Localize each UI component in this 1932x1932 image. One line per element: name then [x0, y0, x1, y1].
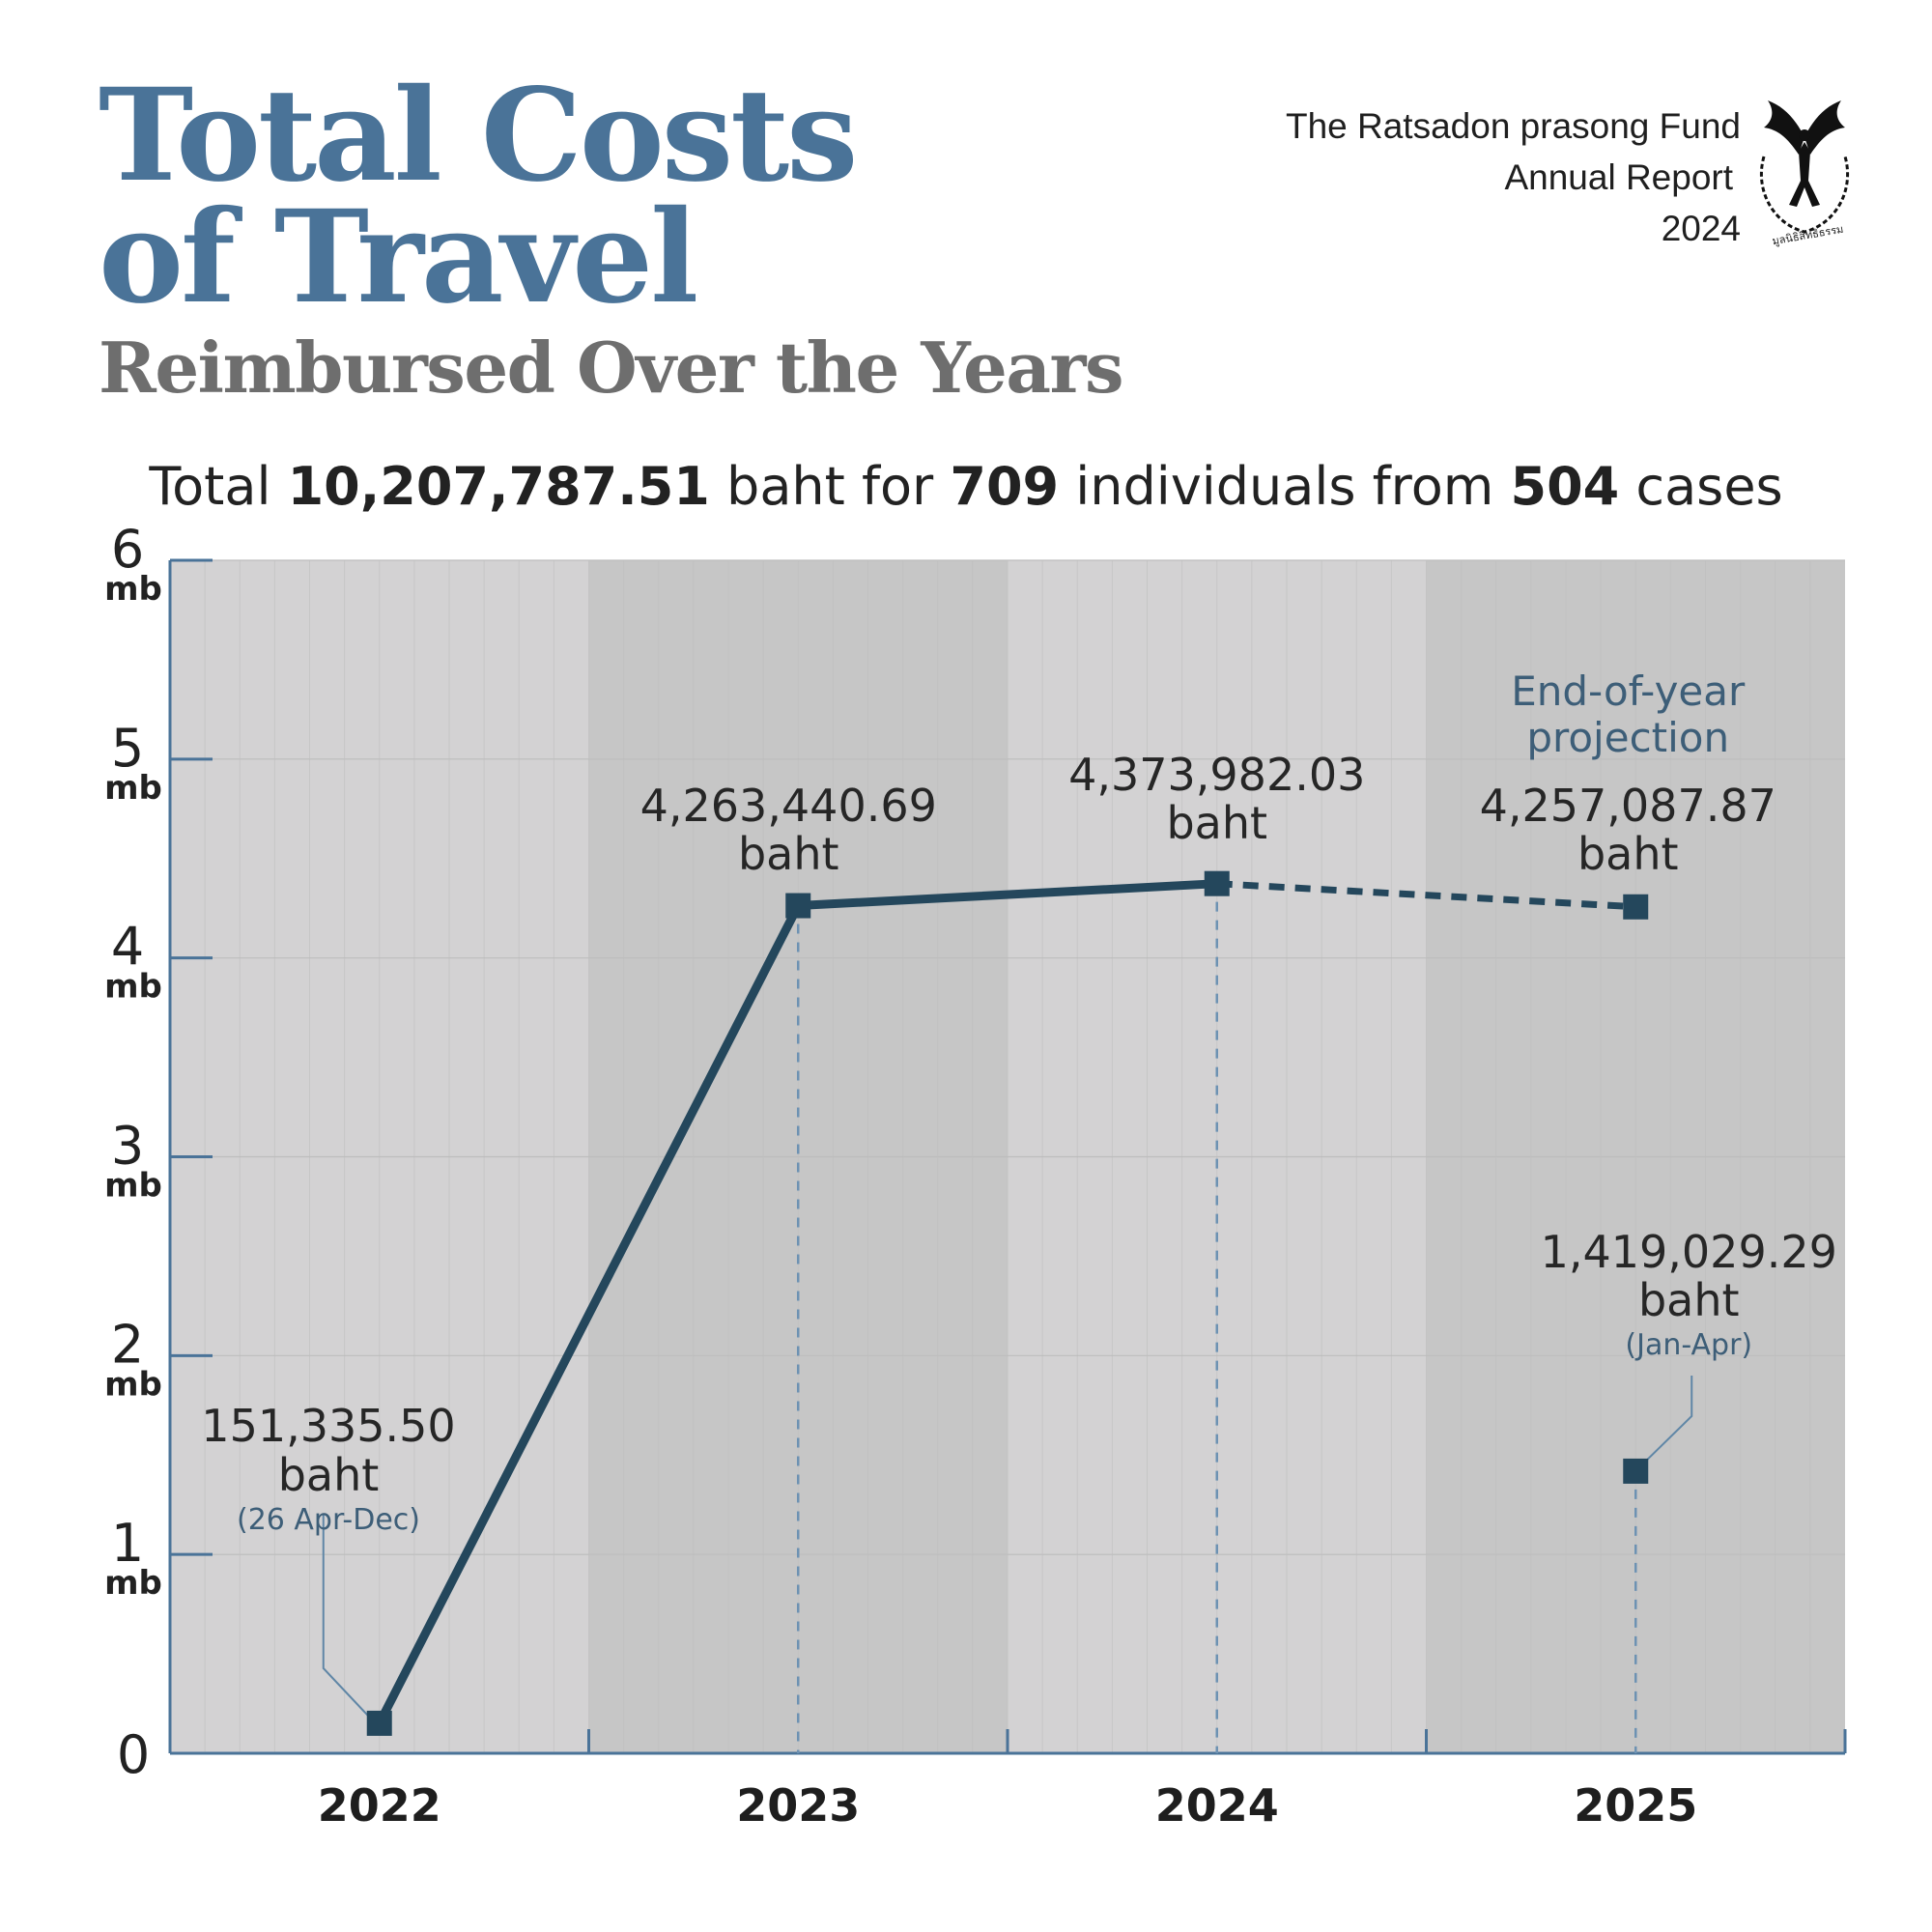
x-tick-label: 2023: [736, 1779, 860, 1832]
series-line-projection: [1216, 880, 1636, 911]
y-tick-label: 3: [111, 1116, 144, 1177]
data-point: [366, 1710, 392, 1736]
y-tick-label: 0: [117, 1724, 150, 1785]
data-label-unit: baht: [1577, 828, 1679, 880]
data-label-value: 4,373,982.03: [1068, 749, 1365, 801]
chart-subtitle: Reimbursed Over the Years: [99, 327, 1123, 409]
title-line-2: of Travel: [99, 183, 698, 332]
callout-line-2022: [322, 1515, 371, 1719]
data-point: [1623, 1458, 1649, 1484]
summary-suffix: cases: [1619, 456, 1783, 517]
y-tick-label: 1: [111, 1513, 144, 1574]
projection-heading: End-of-year: [1511, 668, 1746, 715]
y-tick-label: 2: [111, 1314, 144, 1375]
y-tick-label: 6: [111, 519, 144, 580]
data-point: [1623, 894, 1649, 920]
data-label-value: 4,257,087.87: [1480, 780, 1776, 832]
summary-prefix: Total: [149, 456, 288, 517]
y-tick-unit: mb: [104, 1167, 162, 1206]
data-label-unit: baht: [738, 828, 839, 880]
data-point: [1204, 870, 1230, 896]
data-point: [785, 893, 811, 919]
y-tick-label: 4: [111, 917, 144, 978]
y-tick-label: 5: [111, 718, 144, 779]
y-tick-unit: mb: [104, 570, 162, 609]
org-name: The Ratsadon prasong Fund: [1285, 106, 1741, 146]
x-tick-label: 2024: [1155, 1779, 1279, 1832]
data-label-unit: baht: [1638, 1274, 1740, 1326]
summary-total: 10,207,787.51: [287, 456, 710, 517]
title-line-1: Total Costs: [99, 61, 858, 211]
y-tick-unit: mb: [104, 1365, 162, 1404]
report-year: 2024: [1661, 209, 1741, 248]
y-tick-unit: mb: [104, 968, 162, 1007]
summary-mid1: baht for: [709, 456, 951, 517]
data-label-note: (26 Apr-Dec): [237, 1503, 420, 1537]
summary-individuals: 709: [950, 456, 1060, 517]
x-tick-label: 2025: [1574, 1779, 1697, 1832]
data-label-value: 1,419,029.29: [1541, 1226, 1837, 1278]
y-tick-unit: mb: [104, 769, 162, 808]
data-label-unit: baht: [1166, 797, 1267, 849]
data-label-value: 151,335.50: [201, 1400, 455, 1452]
data-label-note: (Jan-Apr): [1625, 1328, 1752, 1362]
org-block: The Ratsadon prasong Fund Annual Report …: [1286, 100, 1741, 254]
phoenix-logo-icon: [1759, 100, 1850, 234]
summary-cases: 504: [1510, 456, 1620, 517]
projection-heading: projection: [1526, 714, 1729, 761]
data-label-unit: baht: [278, 1449, 380, 1501]
y-tick-unit: mb: [104, 1564, 162, 1603]
callout-line-2025: [1644, 1376, 1693, 1463]
report-name: Annual Report: [1504, 157, 1733, 197]
summary-line: Total 10,207,787.51 baht for 709 individ…: [0, 456, 1932, 517]
summary-mid2: individuals from: [1059, 456, 1511, 517]
data-label-value: 4,263,440.69: [640, 780, 937, 832]
chart-title: Total Costs of Travel: [99, 61, 858, 332]
x-tick-label: 2022: [318, 1779, 441, 1832]
